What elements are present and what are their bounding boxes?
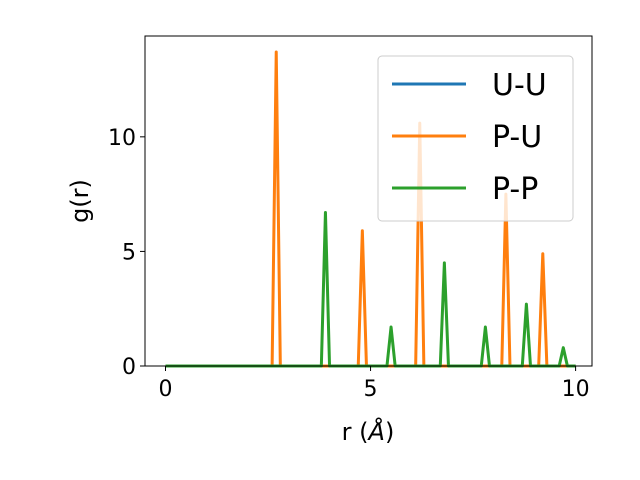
x-axis-ticks: 0 5 10 (159, 366, 590, 402)
legend-label-p-p: P-P (492, 172, 538, 207)
x-axis-label-close: ) (385, 418, 394, 446)
x-tick-label: 0 (159, 377, 173, 402)
y-tick-label: 10 (108, 126, 136, 151)
legend-label-u-u: U-U (492, 68, 547, 103)
x-axis-label-text: r ( (342, 418, 369, 446)
y-tick-label: 5 (122, 240, 136, 265)
legend-label-p-u: P-U (492, 120, 542, 155)
y-axis-label: g(r) (66, 179, 94, 223)
x-tick-label: 10 (562, 377, 590, 402)
x-axis-label-unit: Å (367, 417, 385, 446)
legend-box (377, 55, 574, 222)
x-tick-label: 5 (364, 377, 378, 402)
legend: U-U P-U P-P (377, 55, 574, 222)
x-axis-label: r (Å) (342, 417, 395, 446)
y-axis-ticks: 0 5 10 (108, 126, 145, 380)
plot-frame (144, 35, 593, 367)
y-tick-label: 0 (122, 355, 136, 380)
